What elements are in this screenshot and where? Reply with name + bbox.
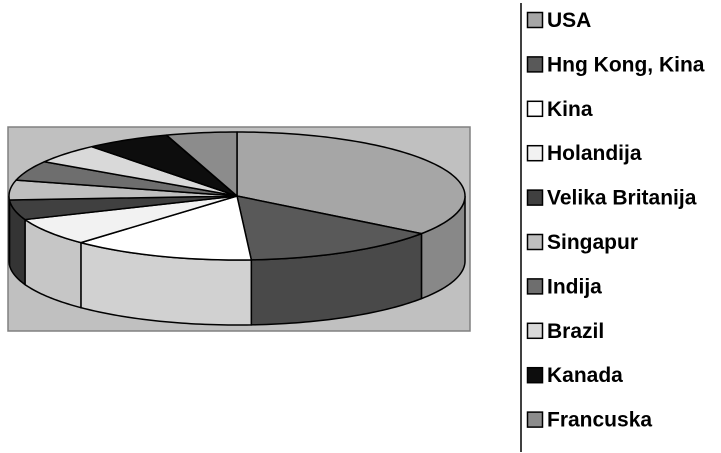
pie-slice-hng-kong-kina <box>236 195 423 261</box>
legend-item-singapur: Singapur <box>526 231 638 254</box>
legend-swatch <box>526 322 544 340</box>
legend-item-usa: USA <box>526 9 591 32</box>
legend-label: Holandija <box>547 142 642 165</box>
pie-slice-kanada <box>90 134 238 197</box>
legend-label: Kanada <box>547 364 623 387</box>
legend-item-kanada: Kanada <box>526 364 623 387</box>
legend-label: Hng Kong, Kina <box>547 53 705 76</box>
legend-label: USA <box>547 9 591 32</box>
legend-label: Kina <box>547 98 593 121</box>
legend-item-holandija: Holandija <box>526 142 642 165</box>
pie-top <box>8 131 466 261</box>
legend-item-kina: Kina <box>526 98 593 121</box>
legend-item-francuska: Francuska <box>526 409 652 432</box>
legend-item-velika-britanija: Velika Britanija <box>526 187 697 210</box>
legend-label: Brazil <box>547 320 604 343</box>
legend-swatch <box>526 100 544 118</box>
legend-swatch <box>526 278 544 295</box>
legend-swatch <box>526 56 544 73</box>
pie-slice-velika-britanija <box>8 195 238 221</box>
legend-item-brazil: Brazil <box>526 320 604 343</box>
pie-slice-brazil <box>43 145 238 197</box>
legend: USA Hng Kong, Kina Kina Holandija Velika Bri… <box>526 9 705 432</box>
legend-label: Singapur <box>547 231 638 254</box>
legend-swatch <box>526 144 544 162</box>
legend-swatch <box>526 233 544 251</box>
legend-label: Francuska <box>547 409 652 432</box>
pie-slice-usa <box>236 131 466 235</box>
pie-slice-singapur <box>8 179 238 201</box>
legend-label: Indija <box>547 275 602 298</box>
legend-item-indija: Indija <box>526 275 602 298</box>
legend-label: Velika Britanija <box>547 187 697 210</box>
legend-swatch <box>526 366 544 384</box>
pie-slice-holandija <box>24 195 238 244</box>
legend-swatch <box>526 189 544 206</box>
pie-slice-kina <box>80 195 253 261</box>
legend-item-hng-kong-kina: Hng Kong, Kina <box>526 53 705 76</box>
legend-swatch <box>526 411 544 428</box>
pie-slice-francuska <box>165 131 238 197</box>
legend-swatch <box>526 11 544 29</box>
pie-slice-indija <box>15 160 238 197</box>
pie-sides <box>8 195 466 326</box>
